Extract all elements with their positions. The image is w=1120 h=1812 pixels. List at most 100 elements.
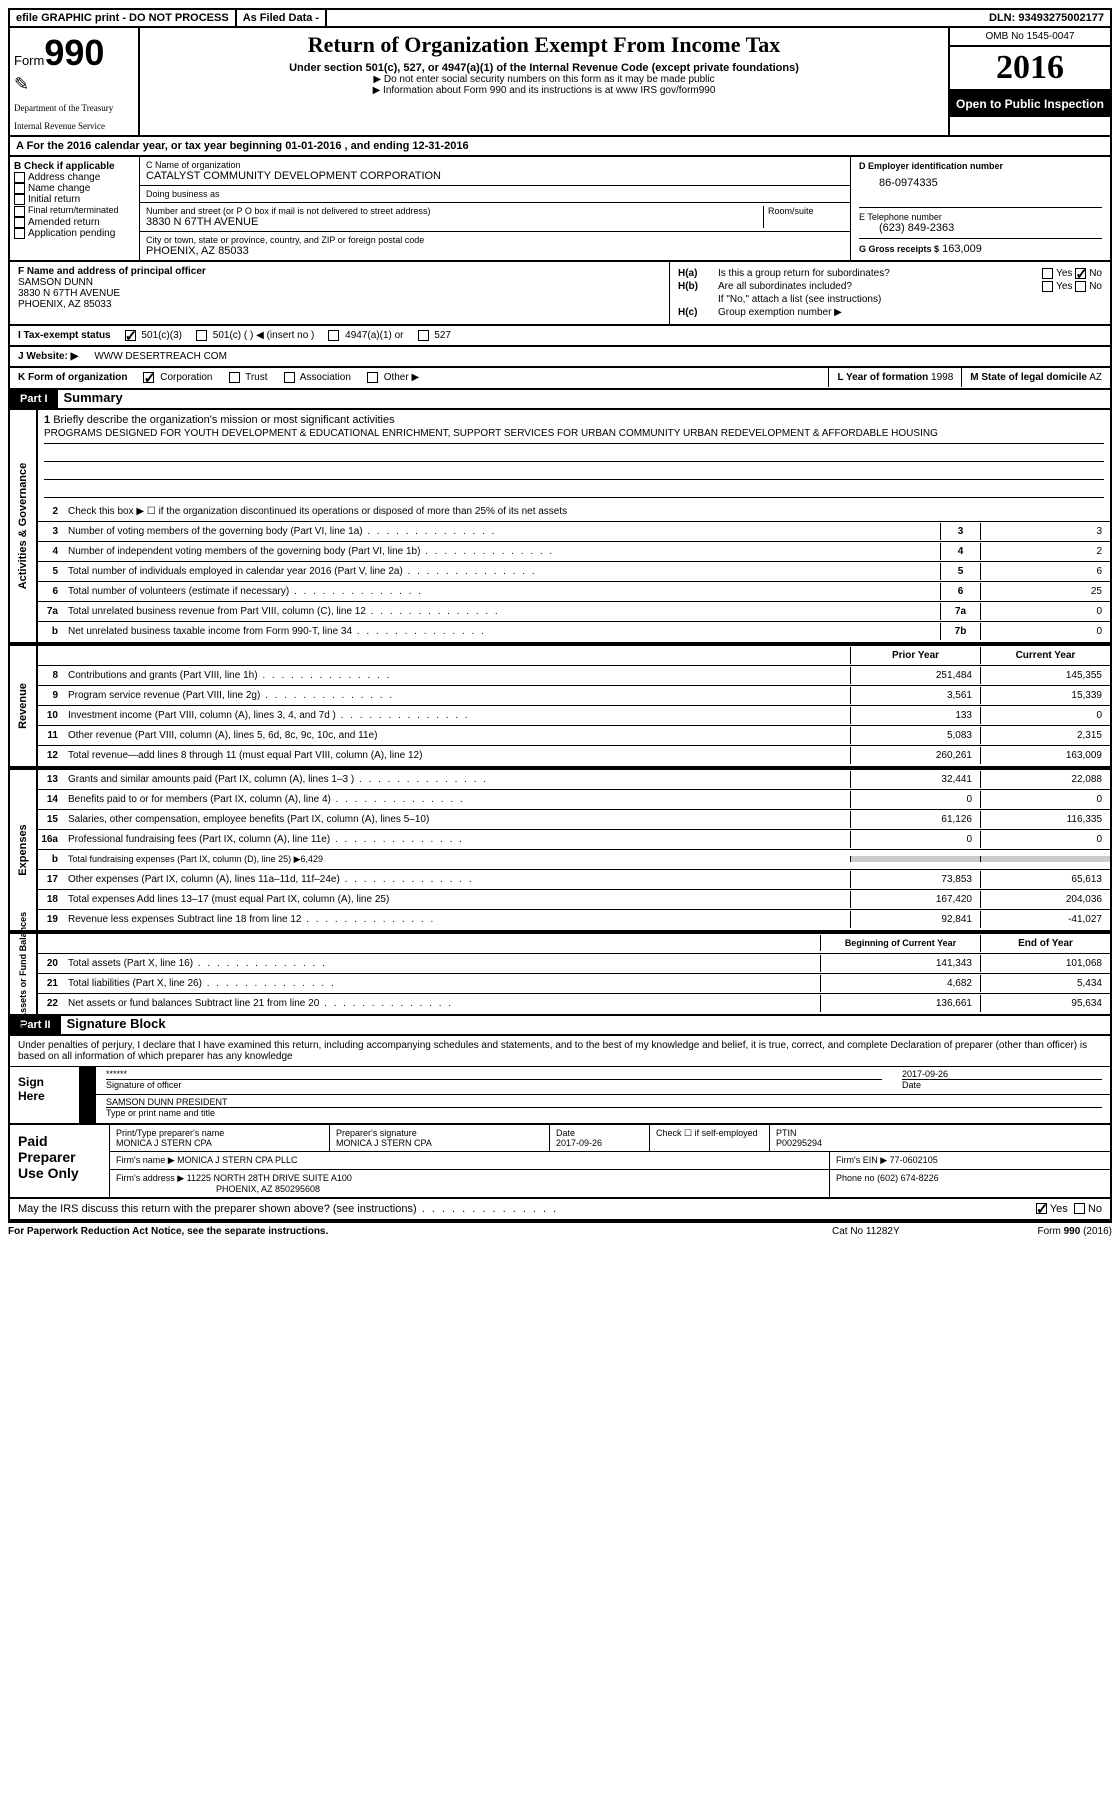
chk-501c[interactable] [196,330,207,341]
chk-hb-no[interactable] [1075,281,1086,292]
section-fh: F Name and address of principal officer … [8,262,1112,326]
line14-text: Benefits paid to or for members (Part IX… [64,791,850,808]
prep-date-label: Date [556,1128,643,1138]
hdr-end: End of Year [980,935,1110,952]
hb-text: Are all subordinates included? [718,281,982,292]
line16a-prior: 0 [850,831,980,848]
firm-ein: 77-0602105 [890,1155,938,1165]
paid-preparer-block: Paid Preparer Use Only Print/Type prepar… [8,1125,1112,1199]
hc-text: Group exemption number ▶ [718,307,1102,318]
col-h-group: H(a) Is this a group return for subordin… [670,262,1110,324]
col-f-officer: F Name and address of principal officer … [10,262,670,324]
hdr-beginning: Beginning of Current Year [820,935,980,951]
line7b-value: 0 [980,623,1110,640]
officer-sig-date: 2017-09-26 [902,1069,1102,1080]
line16a-current: 0 [980,831,1110,848]
line8-current: 145,355 [980,667,1110,684]
header-center: Return of Organization Exempt From Incom… [140,28,950,135]
form-header: Form990 ✎ Department of the Treasury Int… [8,28,1112,137]
line22-end: 95,634 [980,995,1110,1012]
line13-text: Grants and similar amounts paid (Part IX… [64,771,850,788]
prep-date: 2017-09-26 [556,1138,643,1148]
line3-value: 3 [980,523,1110,540]
instruction-2: ▶ Information about Form 990 and its ins… [148,85,940,96]
chk-trust[interactable] [229,372,240,383]
perjury-declaration: Under penalties of perjury, I declare th… [10,1036,1110,1067]
line19-text: Revenue less expenses Subtract line 18 f… [64,911,850,928]
vlabel-net-assets: Net Assets or Fund Balances [10,934,38,1014]
omb-number: OMB No 1545-0047 [950,28,1110,47]
part1-header: Part I Summary [8,390,1112,410]
firm-addr1: 11225 NORTH 28TH DRIVE SUITE A100 [187,1173,352,1183]
hdr-prior-year: Prior Year [850,647,980,664]
chk-name-change[interactable] [14,183,25,194]
section-bcd: B Check if applicable Address change Nam… [8,157,1112,262]
hb-note: If "No," attach a list (see instructions… [718,294,1102,305]
firm-phone: (602) 674-8226 [877,1173,939,1183]
line11-current: 2,315 [980,727,1110,744]
chk-527[interactable] [418,330,429,341]
line22-begin: 136,661 [820,995,980,1012]
hdr-current-year: Current Year [980,647,1110,664]
line7a-value: 0 [980,603,1110,620]
mission-text: PROGRAMS DESIGNED FOR YOUTH DEVELOPMENT … [44,426,1104,444]
website-value: WWW DESERTREACH COM [86,347,235,366]
line1-text: Briefly describe the organization's miss… [53,414,394,426]
chk-4947[interactable] [328,330,339,341]
line17-current: 65,613 [980,871,1110,888]
chk-corp[interactable] [143,372,154,383]
form-year-footer: Form 990 (2016) [972,1226,1112,1237]
line10-current: 0 [980,707,1110,724]
chk-initial-return[interactable] [14,194,25,205]
chk-ha-yes[interactable] [1042,268,1053,279]
line14-prior: 0 [850,791,980,808]
line17-text: Other expenses (Part IX, column (A), lin… [64,871,850,888]
chk-app-pending[interactable] [14,228,25,239]
chk-discuss-no[interactable] [1074,1203,1085,1214]
website-label: J Website: ▶ [10,347,86,366]
hc-label: H(c) [678,307,718,318]
line22-text: Net assets or fund balances Subtract lin… [64,995,820,1012]
line4-value: 2 [980,543,1110,560]
line15-current: 116,335 [980,811,1110,828]
chk-hb-yes[interactable] [1042,281,1053,292]
line13-prior: 32,441 [850,771,980,788]
line10-text: Investment income (Part VIII, column (A)… [64,707,850,724]
as-filed: As Filed Data - [237,10,327,26]
chk-discuss-yes[interactable] [1036,1203,1047,1214]
line6-text: Total number of volunteers (estimate if … [64,583,940,600]
street-value: 3830 N 67TH AVENUE [146,216,759,228]
line2-text: Check this box ▶ ☐ if the organization d… [64,503,1110,520]
chk-address-change[interactable] [14,172,25,183]
chk-assoc[interactable] [284,372,295,383]
form-org-label: K Form of organization [10,368,135,387]
domicile-label: M State of legal domicile [970,372,1087,383]
line11-text: Other revenue (Part VIII, column (A), li… [64,727,850,744]
col-c: C Name of organization CATALYST COMMUNIT… [140,157,850,260]
preparer-sig: MONICA J STERN CPA [336,1138,543,1148]
sign-here-label: Sign Here [10,1067,80,1123]
chk-ha-no[interactable] [1075,268,1086,279]
chk-other[interactable] [367,372,378,383]
preparer-name-label: Print/Type preparer's name [116,1128,323,1138]
self-employed-check[interactable]: Check ☐ if self-employed [650,1125,770,1151]
chk-amended[interactable] [14,217,25,228]
line17-prior: 73,853 [850,871,980,888]
instruction-1: ▶ Do not enter social security numbers o… [148,74,940,85]
year-formation: 1998 [931,372,953,383]
ha-text: Is this a group return for subordinates? [718,268,982,279]
form-prefix: Form [14,53,44,68]
section-expenses: Expenses 13Grants and similar amounts pa… [8,768,1112,932]
arrow-icon [80,1095,96,1123]
form-number: 990 [44,32,104,73]
firm-addr-label: Firm's address ▶ [116,1173,184,1183]
officer-addr1: 3830 N 67TH AVENUE [18,288,661,299]
officer-name-printed: SAMSON DUNN PRESIDENT [106,1097,1102,1108]
row-j-website: J Website: ▶ WWW DESERTREACH COM [8,347,1112,368]
line19-current: -41,027 [980,911,1110,928]
chk-final-return[interactable] [14,206,25,217]
chk-501c3[interactable] [125,330,136,341]
line15-text: Salaries, other compensation, employee b… [64,811,850,828]
irs-link[interactable]: www IRS gov/form990 [616,85,715,96]
signature-block: Under penalties of perjury, I declare th… [8,1036,1112,1125]
